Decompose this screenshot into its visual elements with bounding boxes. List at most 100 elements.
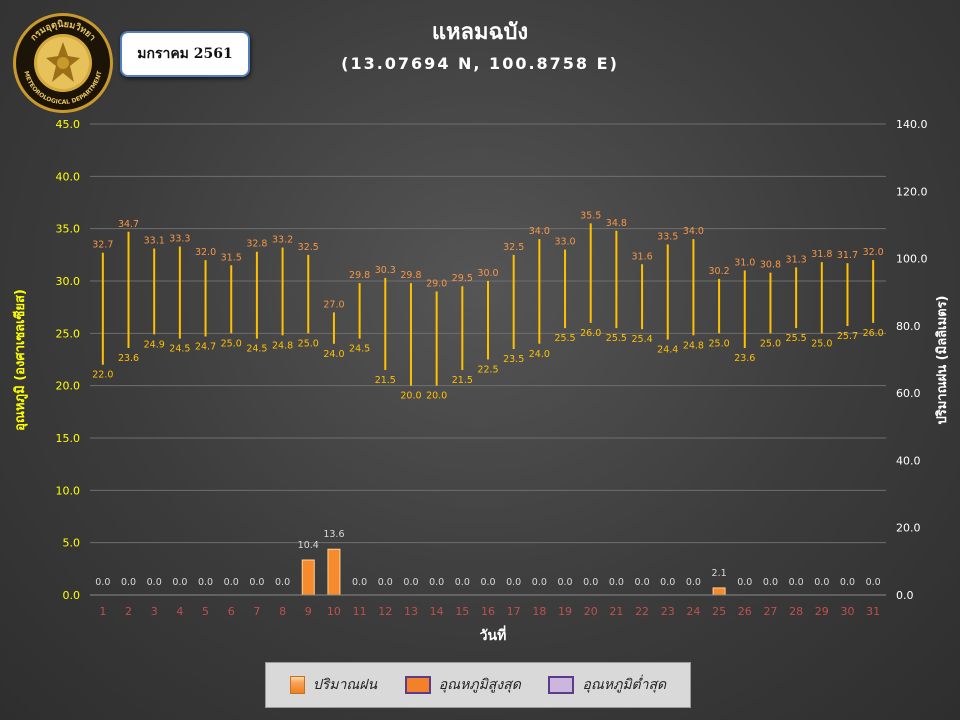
- rain-data-label: 0.0: [609, 577, 624, 588]
- min-temp-label: 24.9: [144, 339, 165, 350]
- legend-label-min: อุณหภูมิต่ำสุด: [582, 677, 667, 693]
- rain-bars: [301, 548, 726, 596]
- min-temp-label: 22.5: [477, 365, 498, 376]
- rain-data-label: 0.0: [866, 577, 881, 588]
- chart-legend: ปริมาณฝน อุณหภูมิสูงสุด อุณหภูมิต่ำสุด: [265, 662, 691, 708]
- x-tick-label: 4: [176, 605, 183, 618]
- rain-data-label: 0.0: [121, 577, 136, 588]
- legend-item-min: อุณหภูมิต่ำสุด: [548, 674, 666, 696]
- rain-data-label: 0.0: [455, 577, 470, 588]
- rain-data-label: 0.0: [532, 577, 547, 588]
- y-right-tick-label: 20.0: [896, 522, 921, 535]
- max-temp-label: 32.5: [298, 242, 319, 253]
- max-temp-label: 29.8: [349, 270, 370, 281]
- y-left-tick-label: 5.0: [63, 537, 81, 550]
- x-axis-title: วันที่: [480, 625, 507, 644]
- max-temp-label: 31.6: [631, 251, 652, 262]
- x-tick-label: 1: [99, 605, 106, 618]
- rain-data-label: 0.0: [480, 577, 495, 588]
- max-temp-label: 31.3: [786, 254, 807, 265]
- x-tick-label: 14: [430, 605, 444, 618]
- rain-bar: [301, 559, 315, 596]
- min-temp-label: 20.0: [426, 391, 447, 402]
- x-tick-label: 29: [815, 605, 829, 618]
- max-temp-label: 34.0: [683, 226, 704, 237]
- legend-swatch-min: [548, 676, 575, 694]
- month-label: มกราคม 2561: [120, 31, 250, 77]
- y-right-tick-label: 0.0: [896, 589, 914, 602]
- right-axis: 0.0 20.0 40.0 60.0 80.0 100.0 120.0 140.0: [896, 118, 928, 602]
- x-tick-label: 22: [635, 605, 649, 618]
- min-temp-label: 22.0: [92, 370, 113, 381]
- max-temp-label: 27.0: [323, 299, 344, 310]
- legend-item-max: อุณหภูมิสูงสุด: [404, 674, 521, 696]
- x-tick-label: 17: [507, 605, 521, 618]
- max-temp-label: 32.0: [863, 247, 884, 258]
- max-temp-label: 29.8: [400, 270, 421, 281]
- rain-data-label: 10.4: [298, 540, 319, 551]
- x-tick-label: 31: [866, 605, 880, 618]
- min-temp-label: 25.0: [221, 338, 242, 349]
- min-temp-label: 26.0: [863, 328, 884, 339]
- y-axis-left-title: อุณหภูมิ (องศาเซลเซียส): [12, 289, 28, 431]
- rain-data-label: 0.0: [763, 577, 778, 588]
- rain-data-label: 0.0: [275, 577, 290, 588]
- y-axis-right-title: ปริมาณฝน (มิลลิเมตร): [935, 295, 950, 424]
- max-temp-label: 29.5: [452, 273, 473, 284]
- max-temp-label: 29.0: [426, 278, 447, 289]
- y-left-tick-label: 15.0: [56, 432, 81, 445]
- x-tick-label: 18: [532, 605, 546, 618]
- rain-bar: [712, 587, 726, 596]
- rain-data-label: 0.0: [737, 577, 752, 588]
- legend-swatch-max: [404, 676, 431, 694]
- data-labels: 0.0 0.0 0.0 0.0 0.0 0.0 0.0 0.0 10.4 13.6 0.0 0.0 0.…: [92, 210, 883, 588]
- rain-data-label: 2.1: [712, 568, 727, 579]
- y-right-tick-label: 40.0: [896, 454, 921, 467]
- min-temp-label: 24.0: [323, 349, 344, 360]
- rain-data-label: 0.0: [95, 577, 110, 588]
- min-temp-label: 25.0: [298, 338, 319, 349]
- max-temp-label: 34.0: [529, 226, 550, 237]
- max-temp-label: 30.0: [477, 268, 498, 279]
- max-temp-label: 31.0: [734, 258, 755, 269]
- left-axis: 0.0 5.0 10.0 15.0 20.0 25.0 30.0 35.0 40.0 45.0: [56, 118, 81, 602]
- max-temp-label: 32.8: [246, 239, 267, 250]
- min-temp-label: 23.6: [734, 353, 755, 364]
- rain-data-label: 0.0: [583, 577, 598, 588]
- rain-data-label: 0.0: [635, 577, 650, 588]
- y-right-tick-label: 140.0: [896, 118, 928, 131]
- min-temp-label: 24.8: [683, 340, 704, 351]
- rain-data-label: 0.0: [686, 577, 701, 588]
- x-tick-label: 2: [125, 605, 132, 618]
- min-temp-label: 24.5: [246, 344, 267, 355]
- x-tick-label: 20: [584, 605, 598, 618]
- y-left-tick-label: 45.0: [56, 118, 81, 131]
- x-tick-label: 7: [253, 605, 260, 618]
- legend-item-rain: ปริมาณฝน: [289, 674, 377, 696]
- x-tick-label: 24: [686, 605, 700, 618]
- chart-subtitle: (13.07694 N, 100.8758 E): [341, 54, 619, 73]
- min-temp-label: 24.4: [657, 345, 678, 356]
- max-temp-label: 33.2: [272, 235, 293, 246]
- max-temp-label: 31.5: [221, 252, 242, 263]
- x-tick-label: 30: [840, 605, 854, 618]
- x-tick-label: 10: [327, 605, 341, 618]
- rain-data-label: 0.0: [429, 577, 444, 588]
- min-temp-label: 26.0: [580, 328, 601, 339]
- max-temp-label: 33.5: [657, 231, 678, 242]
- rain-data-label: 13.6: [323, 529, 344, 540]
- max-temp-label: 32.0: [195, 247, 216, 258]
- rain-data-label: 0.0: [352, 577, 367, 588]
- y-right-tick-label: 60.0: [896, 387, 921, 400]
- legend-swatch-rain: [289, 676, 305, 694]
- rain-bar: [327, 548, 341, 596]
- max-temp-label: 31.7: [837, 250, 858, 261]
- rain-data-label: 0.0: [378, 577, 393, 588]
- x-tick-label: 28: [789, 605, 803, 618]
- max-temp-label: 30.2: [709, 266, 730, 277]
- max-temp-label: 34.8: [606, 218, 627, 229]
- min-temp-label: 24.7: [195, 341, 216, 352]
- y-left-tick-label: 25.0: [56, 327, 81, 340]
- rain-data-label: 0.0: [147, 577, 162, 588]
- x-tick-label: 26: [738, 605, 752, 618]
